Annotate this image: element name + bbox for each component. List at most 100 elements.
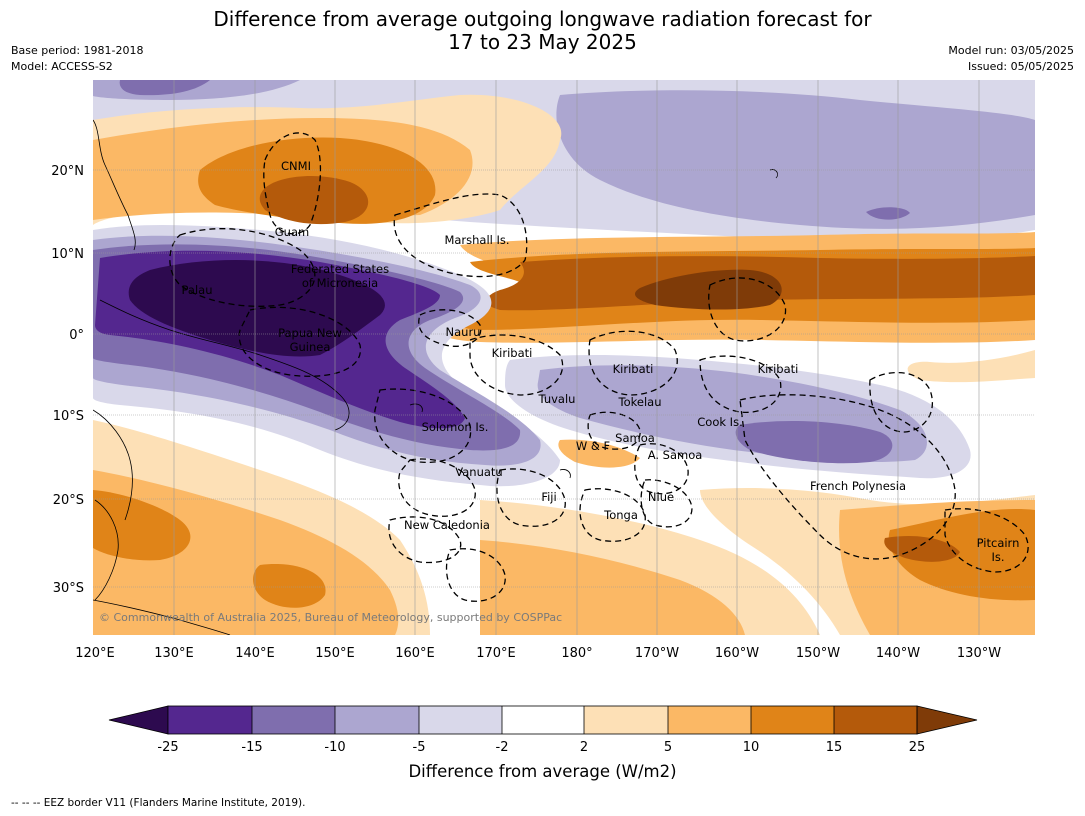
label-wallis-futuna: W & F — [576, 439, 610, 453]
label-samoa: Samoa — [615, 431, 655, 445]
cbar-seg — [252, 706, 335, 734]
meta-right: Model run: 03/05/2025 Issued: 05/05/2025 — [948, 43, 1074, 75]
lon-tick: 180° — [561, 646, 592, 661]
cbar-seg — [335, 706, 419, 734]
cbar-tick: -5 — [413, 740, 426, 755]
eez-borders — [169, 132, 1029, 602]
pos-se-strong — [888, 509, 1035, 601]
lon-tick: 160°E — [395, 646, 435, 661]
lat-tick: 0° — [69, 328, 84, 343]
cbar-tick: -15 — [241, 740, 262, 755]
latitude-ticks: 20°N 10°N 0° 10°S 20°S 30°S — [51, 164, 84, 596]
pos-south-mod — [480, 540, 745, 635]
neg-sp-strong — [735, 420, 893, 464]
lat-tick: 10°S — [53, 409, 84, 424]
label-fiji: Fiji — [541, 490, 556, 504]
neg-nw-core — [119, 80, 210, 96]
label-png-2: Guinea — [290, 340, 331, 354]
pos-east-sliver — [907, 350, 1035, 383]
label-cnmi: CNMI — [281, 159, 311, 173]
lon-tick: 130°W — [957, 646, 1001, 661]
gridlines — [93, 169, 1035, 588]
pos-eq-extreme — [635, 269, 782, 310]
chart-title-line2: 17 to 23 May 2025 — [448, 30, 637, 54]
label-pitcairn-1: Pitcairn — [977, 536, 1020, 550]
label-png-1: Papua New — [278, 326, 342, 340]
lon-tick: 120°E — [75, 646, 115, 661]
label-new-caledonia: New Caledonia — [404, 518, 490, 532]
cbar-seg — [751, 706, 834, 734]
cbar-seg — [584, 706, 668, 734]
lat-tick: 30°S — [53, 581, 84, 596]
cbar-arrow-low — [108, 705, 169, 735]
eez-footnote: -- -- -- EEZ border V11 (Flanders Marine… — [11, 797, 306, 809]
label-marshall: Marshall Is. — [444, 233, 509, 247]
cbar-frame — [167, 705, 918, 735]
label-nauru: Nauru — [446, 325, 481, 339]
neg-north-mod — [556, 90, 1035, 229]
pos-se-core — [884, 535, 960, 562]
label-french-polynesia: French Polynesia — [810, 479, 906, 493]
meta-left: Base period: 1981-2018 Model: ACCESS-S2 — [11, 43, 143, 75]
label-american-samoa: A. Samoa — [648, 448, 703, 462]
lon-tick: 170°W — [635, 646, 679, 661]
label-solomon: Solomon Is. — [422, 420, 489, 434]
lon-tick: 140°E — [235, 646, 275, 661]
cbar-tick: 15 — [826, 740, 843, 755]
copyright-notice: © Commonwealth of Australia 2025, Bureau… — [99, 611, 562, 624]
cbar-tick: -10 — [324, 740, 345, 755]
cbar-seg — [419, 706, 502, 734]
cbar-arrow-high — [916, 705, 978, 735]
label-palau: Palau — [182, 283, 213, 297]
label-vanuatu: Vanuatu — [455, 465, 502, 479]
colorbar-label: Difference from average (W/m2) — [408, 762, 677, 781]
model-run: Model run: 03/05/2025 — [948, 44, 1074, 57]
lat-tick: 20°S — [53, 493, 84, 508]
label-fsm-2: of Micronesia — [302, 276, 378, 290]
cbar-seg — [834, 706, 917, 734]
longitude-ticks: 120°E 130°E 140°E 150°E 160°E 170°E 180°… — [75, 646, 1001, 661]
lon-tick: 160°W — [715, 646, 759, 661]
lon-tick: 170°E — [476, 646, 516, 661]
pos-sw-spot — [253, 564, 326, 608]
label-kiribati-west: Kiribati — [492, 346, 533, 360]
cbar-tick: -2 — [496, 740, 509, 755]
lon-tick: 130°E — [154, 646, 194, 661]
anomaly-field: CNMI Guam Marshall Is. Federated States … — [93, 80, 1035, 635]
cbar-tick: 10 — [743, 740, 760, 755]
coastlines — [93, 119, 778, 635]
label-kiribati-east: Kiribati — [758, 362, 799, 376]
label-fsm-1: Federated States — [291, 262, 389, 276]
lon-tick: 150°E — [315, 646, 355, 661]
model-name: Model: ACCESS-S2 — [11, 60, 113, 73]
cbar-tick: 5 — [664, 740, 672, 755]
label-guam: Guam — [275, 225, 309, 239]
cbar-tick: 2 — [580, 740, 588, 755]
neg-north-spot — [866, 207, 910, 220]
lat-tick: 10°N — [51, 247, 84, 262]
cbar-tick: 25 — [909, 740, 926, 755]
pos-sw-strong — [93, 490, 191, 561]
chart-title-line1: Difference from average outgoing longwav… — [213, 7, 872, 31]
meridians — [173, 80, 980, 635]
label-cook: Cook Is. — [697, 415, 742, 429]
label-kiribati-central: Kiribati — [613, 362, 654, 376]
lon-tick: 140°W — [876, 646, 920, 661]
cbar-tick: -25 — [157, 740, 178, 755]
cbar-seg — [502, 706, 584, 734]
colorbar: -25 -15 -10 -5 -2 2 5 10 15 25 — [108, 705, 978, 755]
label-tonga: Tonga — [603, 508, 638, 522]
lat-tick: 20°N — [51, 164, 84, 179]
issued-date: Issued: 05/05/2025 — [967, 60, 1074, 73]
lon-tick: 150°W — [796, 646, 840, 661]
cbar-seg — [168, 706, 252, 734]
base-period: Base period: 1981-2018 — [11, 44, 144, 57]
label-niue: Niue — [648, 490, 674, 504]
pos-north-core — [259, 176, 369, 225]
neg-west-extreme — [128, 260, 385, 357]
cbar-seg — [668, 706, 751, 734]
label-tokelau: Tokelau — [618, 395, 662, 409]
pos-samoa-spot — [558, 439, 640, 468]
region-labels: CNMI Guam Marshall Is. Federated States … — [182, 159, 1020, 564]
